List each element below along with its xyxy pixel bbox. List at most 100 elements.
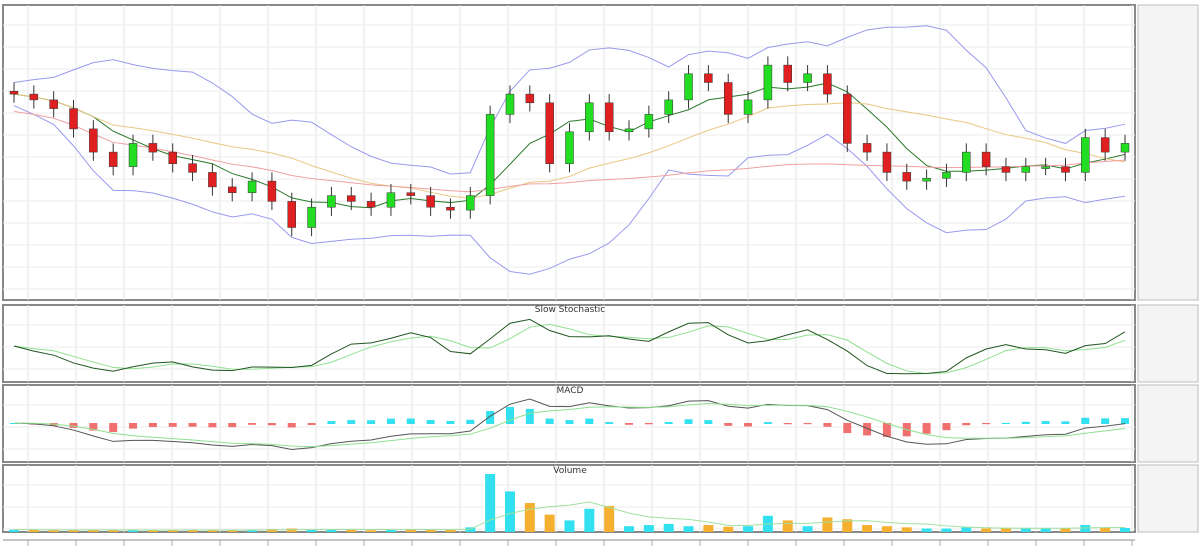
macd-histogram-bar [585, 418, 594, 424]
candle-body [307, 206, 316, 228]
moving-average-short [13, 82, 1126, 209]
macd-histogram-bar [843, 423, 852, 434]
candle-body [743, 99, 753, 115]
macd-histogram-bar [565, 420, 574, 424]
candle-body [604, 102, 614, 133]
macd-histogram-bar [406, 418, 415, 424]
candle-body [664, 99, 673, 115]
volume-bar [227, 530, 238, 532]
candle-body [624, 128, 634, 133]
macd-histogram-bar [922, 423, 931, 434]
volume-bar [1080, 525, 1091, 532]
candle-body [862, 143, 872, 153]
macd-histogram-bar [148, 423, 157, 428]
volume-bar [961, 527, 972, 532]
macd-histogram-bar [982, 423, 991, 425]
macd-histogram-bar [1041, 421, 1050, 424]
volume-bar [1040, 528, 1051, 532]
macd-histogram-bar [863, 423, 872, 436]
candle-body [763, 64, 773, 101]
candle-body [783, 64, 792, 83]
candle-body [227, 186, 237, 193]
moving-average-long [13, 111, 1126, 193]
volume-bar [544, 514, 555, 532]
macd-histogram-bar [605, 422, 614, 424]
candle-body [247, 180, 257, 193]
candle-body [347, 195, 356, 202]
macd-histogram-bar [228, 423, 237, 428]
candle-body [386, 192, 396, 208]
macd-histogram-bar [625, 423, 634, 425]
volume-bar [921, 528, 932, 532]
macd-histogram-bar [962, 423, 971, 426]
volume-bar [128, 529, 139, 532]
volume-bar [385, 529, 396, 532]
candle-body [723, 82, 733, 115]
macd-histogram-bar [426, 419, 435, 424]
volume-bar [1060, 528, 1071, 532]
stochastic-k-line [13, 318, 1126, 375]
macd-histogram-bar [248, 423, 257, 425]
macd-histogram-bar [664, 421, 673, 424]
volume-bar [207, 530, 218, 532]
volume-bar [68, 530, 79, 532]
volume-title: Volume [553, 466, 587, 476]
candle-body [466, 195, 475, 211]
candle-body [704, 73, 713, 83]
volume-bar [88, 529, 99, 532]
macd-histogram-bar [545, 418, 554, 424]
macd-histogram-bar [386, 418, 395, 424]
candle-body [426, 195, 435, 208]
macd-histogram-bar [168, 423, 177, 427]
macd-histogram-bar [109, 423, 118, 433]
macd-histogram-bar [704, 420, 713, 424]
macd-histogram-bar [69, 423, 78, 428]
macd-histogram-bar [644, 423, 653, 425]
macd-histogram-bar [763, 422, 772, 424]
volume-bar [743, 526, 754, 532]
candle-body [29, 93, 39, 101]
volume-bar [524, 503, 535, 532]
right-axis [1137, 304, 1199, 383]
volume-bar [425, 529, 436, 532]
volume-bar [266, 529, 277, 532]
macd-histogram-bar [783, 423, 792, 425]
volume-bar [9, 529, 19, 532]
macd-histogram-bar [942, 423, 951, 431]
candle-body [565, 131, 574, 164]
candle-body [366, 201, 376, 208]
volume-average-line [14, 501, 1126, 531]
candle-body [922, 177, 931, 182]
volume-bar [1020, 527, 1031, 532]
candle-body [208, 172, 217, 188]
candle-body [1061, 166, 1070, 173]
candle-body [1021, 166, 1031, 173]
macd-histogram-bar [1021, 421, 1030, 424]
candle-body [505, 93, 515, 115]
volume-bar [643, 525, 654, 532]
candle-body [485, 114, 495, 196]
macd-histogram-bar [347, 420, 356, 424]
macd-histogram-bar [1001, 422, 1010, 424]
right-axis [1137, 384, 1199, 463]
volume-bar [485, 474, 496, 532]
macd-histogram-bar [267, 423, 276, 426]
candle-body [267, 180, 277, 202]
volume-bar [108, 530, 119, 532]
candle-body [942, 172, 951, 179]
candle-body [803, 73, 812, 83]
volume-bar [604, 505, 615, 532]
candle-body [1120, 143, 1130, 153]
volume-bar [326, 529, 337, 532]
volume-bar [187, 529, 198, 532]
volume-bar [584, 508, 595, 532]
right-axis [1137, 464, 1199, 533]
macd-histogram-bar [1121, 418, 1129, 424]
candle-body [406, 192, 416, 196]
macd-signal-line [13, 402, 1126, 448]
volume-bar [1000, 528, 1011, 532]
volume-bar [286, 528, 297, 532]
candle-body [525, 93, 535, 104]
macd-histogram-bar [505, 407, 514, 424]
